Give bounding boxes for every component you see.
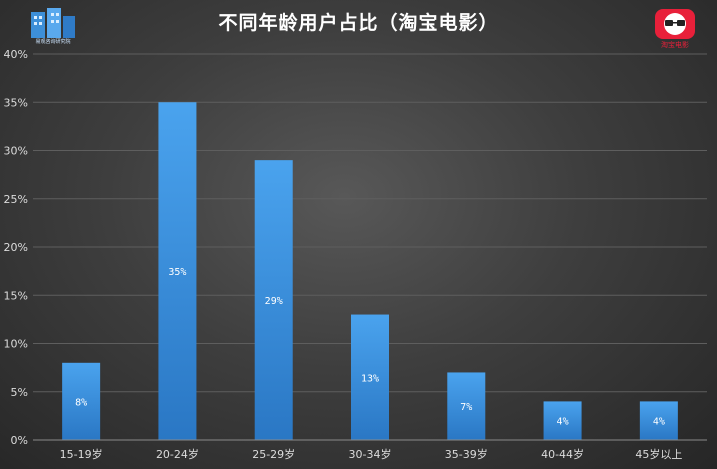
x-tick-label: 25-29岁 xyxy=(252,447,295,461)
taobao-movie-logo xyxy=(655,9,695,39)
bar xyxy=(351,314,389,440)
x-tick-label: 45岁以上 xyxy=(635,447,682,461)
data-label: 8% xyxy=(75,397,87,408)
bars: 8% 35% 29% 13% 7% 4% 4% xyxy=(62,102,678,440)
data-label: 29% xyxy=(265,296,283,307)
x-tick-label: 30-34岁 xyxy=(349,447,392,461)
bar xyxy=(62,362,101,440)
bar xyxy=(158,102,197,440)
x-tick-label: 15-19岁 xyxy=(60,447,103,461)
data-label: 4% xyxy=(557,417,569,428)
data-label: 4% xyxy=(653,417,665,428)
bar xyxy=(543,401,582,440)
taobao-movie-logo-text: 淘宝电影 xyxy=(661,41,689,49)
y-axis-ticks: 0% 5% 10% 15% 20% 25% 30% 35% 40% xyxy=(4,48,28,447)
y-tick-label: 35% xyxy=(4,96,28,109)
chart-title: 不同年龄用户占比（淘宝电影） xyxy=(218,12,499,34)
data-label: 13% xyxy=(361,373,379,384)
data-label: 7% xyxy=(460,402,472,413)
bar xyxy=(639,401,678,440)
y-tick-label: 40% xyxy=(4,48,28,61)
bar xyxy=(447,372,486,440)
brand-logo-left-text: 易观咨询研究院 xyxy=(35,39,71,45)
y-tick-label: 25% xyxy=(4,193,28,206)
y-tick-label: 20% xyxy=(4,241,28,254)
y-tick-label: 15% xyxy=(4,289,28,302)
x-tick-label: 35-39岁 xyxy=(445,447,488,461)
y-tick-label: 0% xyxy=(11,434,28,447)
bar xyxy=(254,160,293,440)
x-axis-ticks: 15-19岁 20-24岁 25-29岁 30-34岁 35-39岁 40-44岁 45岁以… xyxy=(60,447,683,461)
y-tick-label: 30% xyxy=(4,145,28,158)
y-tick-label: 5% xyxy=(11,386,28,399)
data-label: 35% xyxy=(168,267,186,278)
x-tick-label: 20-24岁 xyxy=(156,447,199,461)
x-tick-label: 40-44岁 xyxy=(541,447,584,461)
brand-logo-left xyxy=(31,8,75,38)
y-tick-label: 10% xyxy=(4,338,28,351)
